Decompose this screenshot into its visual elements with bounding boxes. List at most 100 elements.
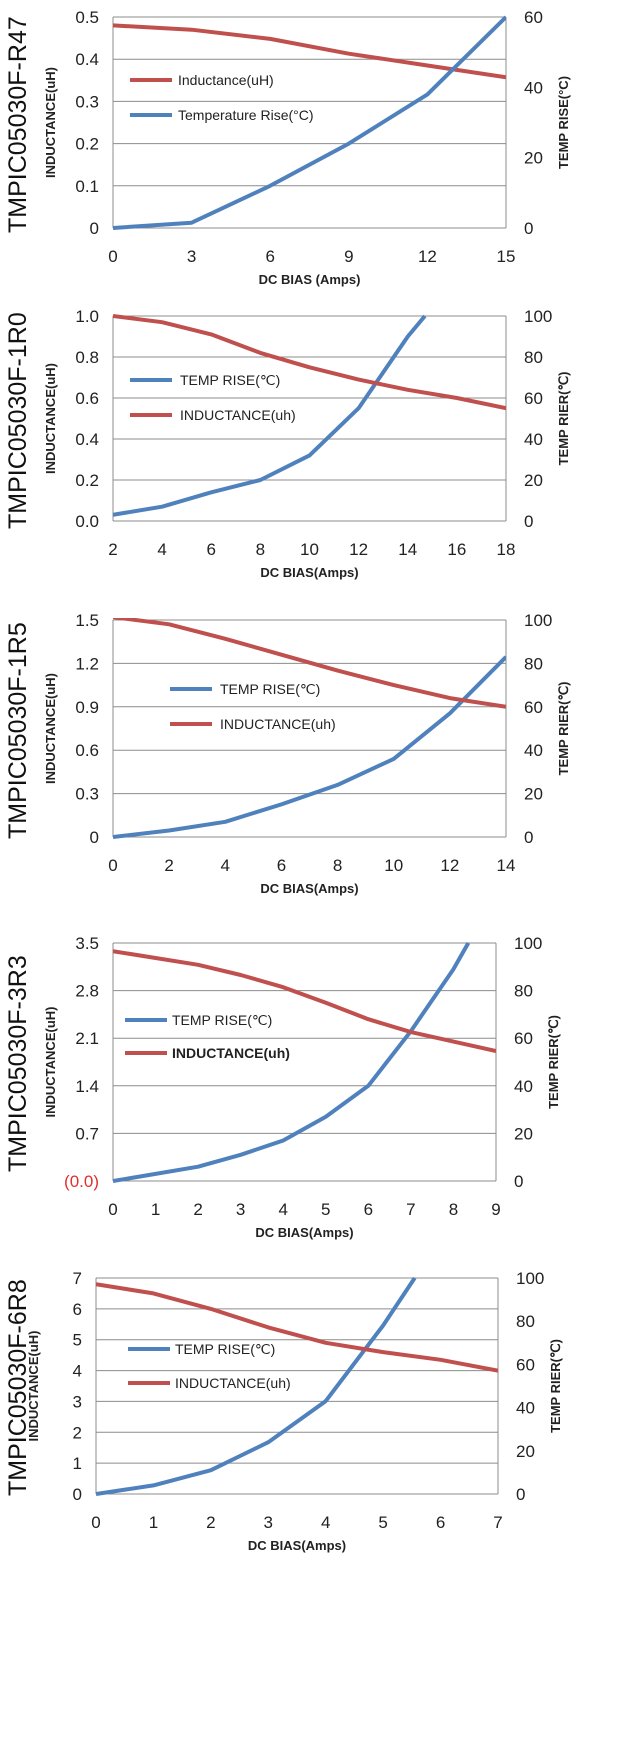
x-tick-label: 8 bbox=[449, 1200, 458, 1219]
x-tick-label: 0 bbox=[108, 856, 117, 875]
x-tick-label: 1 bbox=[151, 1200, 160, 1219]
x-tick-label: 0 bbox=[108, 1200, 117, 1219]
x-tick-label: 9 bbox=[344, 247, 353, 266]
y2-tick-label: 0 bbox=[514, 1172, 523, 1191]
y2-tick-label: 0 bbox=[516, 1485, 525, 1504]
y-tick-label: 0.6 bbox=[75, 741, 99, 760]
y2-axis-label: TEMP RIER(℃) bbox=[548, 1339, 563, 1433]
y2-tick-label: 0 bbox=[524, 512, 533, 531]
y2-tick-label: 80 bbox=[514, 982, 533, 1001]
y2-tick-label: 40 bbox=[516, 1399, 535, 1418]
line-chart: (0.0) 0.7 1.4 2.1 2.8 3.5 0 20 40 60 80 100 0 1 2 3 4 5 6 7… bbox=[43, 934, 561, 1240]
series-line bbox=[113, 314, 506, 411]
series-line bbox=[96, 1276, 417, 1496]
x-tick-label: 10 bbox=[384, 856, 403, 875]
y2-tick-label: 60 bbox=[524, 698, 543, 717]
y2-tick-label: 20 bbox=[524, 149, 543, 168]
y-tick-label: 0.4 bbox=[75, 430, 99, 449]
y2-tick-label: 20 bbox=[514, 1124, 533, 1143]
y2-tick-label: 0 bbox=[524, 828, 533, 847]
y-tick-label: 0.6 bbox=[75, 389, 99, 408]
x-tick-label: 6 bbox=[364, 1200, 373, 1219]
y-tick-label: 0.2 bbox=[75, 135, 99, 154]
x-tick-label: 10 bbox=[300, 540, 319, 559]
y-tick-label: 1 bbox=[73, 1454, 82, 1473]
x-tick-label: 3 bbox=[236, 1200, 245, 1219]
y2-tick-label: 80 bbox=[524, 654, 543, 673]
x-axis-label: DC BIAS(Amps) bbox=[260, 565, 358, 580]
y-tick-label: 1.2 bbox=[75, 654, 99, 673]
legend-label: Inductance(uH) bbox=[178, 72, 274, 88]
x-tick-label: 14 bbox=[497, 856, 516, 875]
y-axis-label: INDUCTANCE(uH) bbox=[43, 363, 58, 474]
y-tick-label: 0.8 bbox=[75, 348, 99, 367]
y2-tick-label: 40 bbox=[524, 741, 543, 760]
y2-tick-label: 40 bbox=[524, 78, 543, 97]
legend-label: INDUCTANCE(uh) bbox=[180, 407, 296, 423]
y-tick-label: 3.5 bbox=[75, 934, 99, 953]
line-chart: 0 0.1 0.2 0.3 0.4 0.5 0 20 40 60 0 3 6 9 12 15 DC BIAS (… bbox=[43, 8, 571, 287]
x-tick-label: 7 bbox=[406, 1200, 415, 1219]
y-tick-label: 2.8 bbox=[75, 982, 99, 1001]
chart-panel: TMPIC05030F-R47 0 0.1 0.2 0.3 0.4 0.5 0 20 40 60 0 3… bbox=[0, 0, 638, 300]
y-axis-label: INDUCTANCE(uH) bbox=[43, 67, 58, 178]
y2-axis-label: TEMP RISE(°C) bbox=[556, 76, 571, 169]
x-tick-label: 2 bbox=[193, 1200, 202, 1219]
x-tick-label: 18 bbox=[497, 540, 516, 559]
chart-panel: TMPIC05030F-1R5 0 0.3 0.6 0.9 1.2 1.5 0 20 40 60 80… bbox=[0, 598, 638, 898]
y2-tick-label: 40 bbox=[514, 1077, 533, 1096]
y-tick-label: 0.1 bbox=[75, 177, 99, 196]
x-tick-label: 0 bbox=[108, 247, 117, 266]
x-tick-label: 12 bbox=[440, 856, 459, 875]
y-tick-label: 0.4 bbox=[75, 50, 99, 69]
y2-tick-label: 20 bbox=[524, 785, 543, 804]
series-line bbox=[113, 618, 506, 709]
y-tick-label: 3 bbox=[73, 1392, 82, 1411]
y-tick-label: (0.0) bbox=[64, 1172, 99, 1191]
y2-tick-label: 100 bbox=[524, 611, 552, 630]
y-tick-label: 0 bbox=[90, 219, 99, 238]
x-tick-label: 5 bbox=[321, 1200, 330, 1219]
y-axis-label: INDUCTANCE(uH) bbox=[43, 673, 58, 784]
y2-tick-label: 100 bbox=[516, 1269, 544, 1288]
x-tick-label: 4 bbox=[221, 856, 230, 875]
legend-label: TEMP RISE(℃) bbox=[172, 1012, 272, 1028]
x-axis-label: DC BIAS (Amps) bbox=[259, 272, 361, 287]
legend-label: INDUCTANCE(uh) bbox=[175, 1375, 291, 1391]
legend-label: INDUCTANCE(uh) bbox=[220, 716, 336, 732]
y-tick-label: 1.4 bbox=[75, 1077, 99, 1096]
y2-axis-label: TEMP RIER(℃) bbox=[556, 372, 571, 466]
x-tick-label: 6 bbox=[277, 856, 286, 875]
y-tick-label: 1.5 bbox=[75, 611, 99, 630]
x-tick-label: 6 bbox=[207, 540, 216, 559]
legend-label: Temperature Rise(°C) bbox=[178, 107, 314, 123]
y-tick-label: 5 bbox=[73, 1331, 82, 1350]
series-line bbox=[113, 655, 506, 839]
y-tick-label: 7 bbox=[73, 1269, 82, 1288]
x-tick-label: 12 bbox=[418, 247, 437, 266]
line-chart: 0.0 0.2 0.4 0.6 0.8 1.0 0 20 40 60 80 100 2 4 6 8 10 12 14… bbox=[43, 307, 571, 580]
x-tick-label: 4 bbox=[278, 1200, 287, 1219]
y-tick-label: 0.2 bbox=[75, 471, 99, 490]
series-line bbox=[96, 1282, 498, 1373]
y2-tick-label: 60 bbox=[524, 8, 543, 27]
x-tick-label: 9 bbox=[491, 1200, 500, 1219]
x-tick-label: 4 bbox=[321, 1513, 330, 1532]
y2-tick-label: 40 bbox=[524, 430, 543, 449]
x-axis-label: DC BIAS(Amps) bbox=[255, 1225, 353, 1240]
x-tick-label: 12 bbox=[349, 540, 368, 559]
x-axis-label: DC BIAS(Amps) bbox=[248, 1538, 346, 1553]
y2-tick-label: 60 bbox=[524, 389, 543, 408]
x-tick-label: 4 bbox=[157, 540, 166, 559]
y2-tick-label: 20 bbox=[524, 471, 543, 490]
x-tick-label: 16 bbox=[447, 540, 466, 559]
legend-label: TEMP RISE(℃) bbox=[180, 372, 280, 388]
y2-tick-label: 0 bbox=[524, 219, 533, 238]
x-tick-label: 8 bbox=[333, 856, 342, 875]
y-axis-label: INDUCTANCE(uH) bbox=[26, 1331, 41, 1442]
y-tick-label: 0.3 bbox=[75, 92, 99, 111]
y2-tick-label: 80 bbox=[516, 1312, 535, 1331]
series-line bbox=[113, 949, 496, 1054]
y2-tick-label: 20 bbox=[516, 1442, 535, 1461]
y-tick-label: 1.0 bbox=[75, 307, 99, 326]
